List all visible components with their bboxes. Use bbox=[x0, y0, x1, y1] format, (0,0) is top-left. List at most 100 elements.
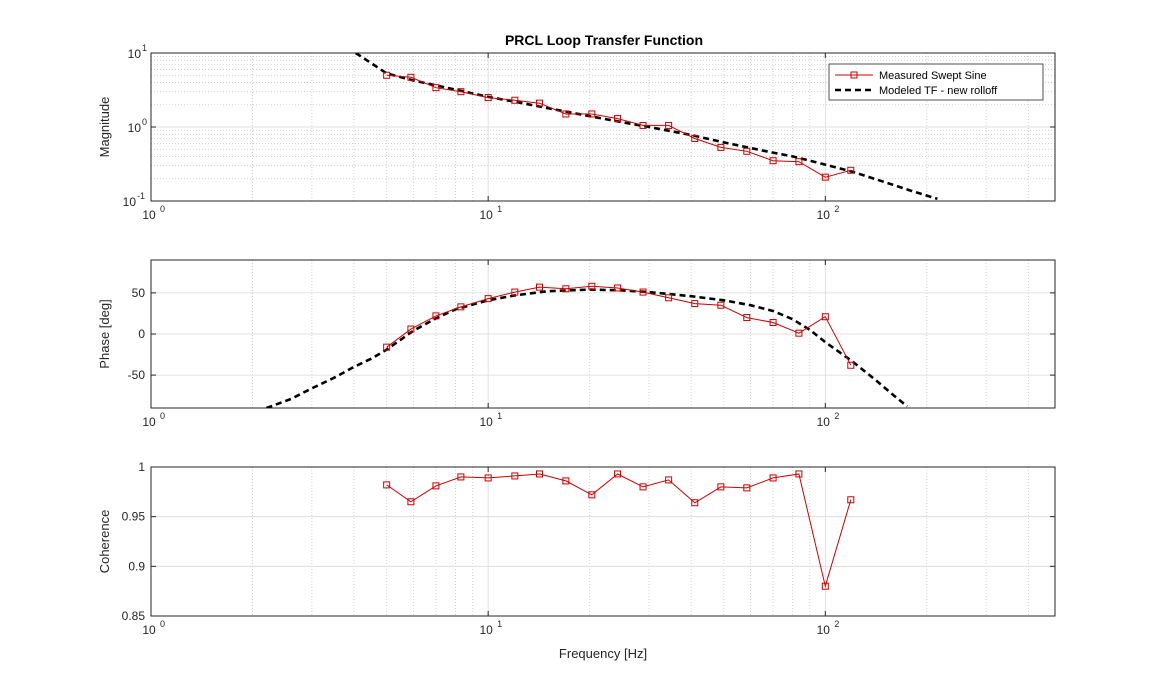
measured-point bbox=[614, 470, 622, 478]
x-tick-label: 10 bbox=[817, 623, 831, 637]
y-tick-label: 0.9 bbox=[128, 559, 145, 573]
measured-point bbox=[562, 477, 570, 485]
y-tick-label: 10 bbox=[128, 47, 142, 61]
x-tick-label-exponent: 0 bbox=[160, 619, 165, 629]
measured-line bbox=[386, 74, 851, 178]
x-axis-label: Frequency [Hz] bbox=[559, 646, 647, 661]
measured-point bbox=[639, 288, 647, 296]
x-tick-label-exponent: 2 bbox=[834, 619, 839, 629]
x-tick-label: 10 bbox=[817, 415, 831, 429]
figure-title: PRCL Loop Transfer Function bbox=[505, 32, 703, 48]
y-tick-label: 0.85 bbox=[122, 609, 146, 623]
measured-point bbox=[511, 472, 519, 480]
measured-point bbox=[432, 312, 440, 320]
y-tick-label: 50 bbox=[132, 286, 146, 300]
measured-point bbox=[717, 143, 725, 151]
legend-box bbox=[828, 63, 1044, 101]
y-tick-label: -50 bbox=[128, 368, 146, 382]
axes-box bbox=[150, 466, 1056, 617]
y-tick-label: 10 bbox=[123, 195, 137, 209]
x-tick-label: 10 bbox=[142, 208, 156, 222]
x-tick-label: 10 bbox=[142, 623, 156, 637]
measured-point bbox=[484, 474, 492, 482]
x-tick-label: 10 bbox=[479, 415, 493, 429]
measured-point bbox=[691, 134, 699, 142]
measured-point bbox=[769, 474, 777, 482]
x-tick-label: 10 bbox=[479, 208, 493, 222]
measured-point bbox=[614, 115, 622, 123]
grid bbox=[150, 260, 1055, 408]
panel-coherence: 10 0 10 1 10 20.850.90.951CoherenceFrequency … bbox=[97, 460, 1056, 661]
measured-point bbox=[383, 343, 391, 351]
measured-point bbox=[562, 110, 570, 118]
x-tick-label-exponent: 0 bbox=[160, 411, 165, 421]
measured-point bbox=[432, 84, 440, 92]
measured-point bbox=[795, 158, 803, 166]
x-tick-label-exponent: 2 bbox=[834, 411, 839, 421]
y-axis-label: Coherence bbox=[97, 510, 112, 574]
measured-point bbox=[743, 484, 751, 492]
measured-point bbox=[821, 313, 829, 321]
series-measured-swept-sine bbox=[383, 71, 855, 181]
measured-line bbox=[386, 473, 852, 589]
measured-point bbox=[717, 301, 725, 309]
legend-marker-measured bbox=[850, 71, 858, 79]
x-tick-label-exponent: 1 bbox=[497, 411, 502, 421]
y-tick-label-exponent: -1 bbox=[137, 191, 145, 201]
measured-point bbox=[743, 147, 751, 155]
measured-point bbox=[639, 483, 647, 491]
x-tick-label-exponent: 1 bbox=[497, 619, 502, 629]
measured-point bbox=[407, 73, 415, 81]
measured-point bbox=[457, 303, 465, 311]
measured-point bbox=[769, 318, 777, 326]
measured-line bbox=[386, 285, 852, 366]
measured-point bbox=[536, 99, 544, 107]
measured-point bbox=[562, 285, 570, 293]
measured-point bbox=[457, 473, 465, 481]
y-tick-label: 1 bbox=[138, 460, 145, 474]
series-measured-swept-sine bbox=[383, 470, 855, 590]
measured-point bbox=[407, 498, 415, 506]
y-tick-label: 0.95 bbox=[122, 510, 146, 524]
x-tick-label-exponent: 2 bbox=[834, 204, 839, 214]
legend-entry: Measured Swept Sine bbox=[879, 70, 987, 82]
measured-point bbox=[407, 325, 415, 333]
measured-point bbox=[691, 499, 699, 507]
measured-point bbox=[639, 121, 647, 129]
measured-point bbox=[665, 294, 673, 302]
y-tick-label: 10 bbox=[128, 121, 142, 135]
legend: Measured Swept Sine Modeled TF - new roll… bbox=[828, 63, 1044, 101]
measured-point bbox=[665, 121, 673, 129]
measured-point bbox=[457, 88, 465, 96]
series-modeled-tf bbox=[266, 288, 909, 408]
measured-point bbox=[383, 481, 391, 489]
measured-point bbox=[769, 157, 777, 165]
measured-point bbox=[795, 329, 803, 337]
x-tick-label: 10 bbox=[817, 208, 831, 222]
measured-point bbox=[536, 283, 544, 291]
measured-point bbox=[691, 300, 699, 308]
series-measured-swept-sine bbox=[383, 282, 855, 369]
x-tick-label-exponent: 0 bbox=[160, 204, 165, 214]
measured-point bbox=[614, 284, 622, 292]
measured-point bbox=[717, 483, 725, 491]
axes-background bbox=[151, 467, 1055, 616]
measured-point bbox=[847, 166, 855, 174]
measured-point bbox=[665, 476, 673, 484]
measured-point bbox=[536, 470, 544, 478]
y-tick-label-exponent: 1 bbox=[142, 43, 147, 53]
y-axis-label: Magnitude bbox=[97, 97, 112, 158]
measured-point bbox=[821, 582, 829, 590]
measured-point bbox=[432, 482, 440, 490]
measured-point bbox=[484, 295, 492, 303]
measured-point bbox=[383, 71, 391, 79]
measured-point bbox=[743, 314, 751, 322]
x-tick-label: 10 bbox=[142, 415, 156, 429]
measured-point bbox=[847, 361, 855, 369]
modeled-tf-line bbox=[266, 288, 909, 408]
measured-point bbox=[511, 288, 519, 296]
measured-point bbox=[821, 173, 829, 181]
measured-point bbox=[484, 94, 492, 102]
measured-point bbox=[511, 96, 519, 104]
